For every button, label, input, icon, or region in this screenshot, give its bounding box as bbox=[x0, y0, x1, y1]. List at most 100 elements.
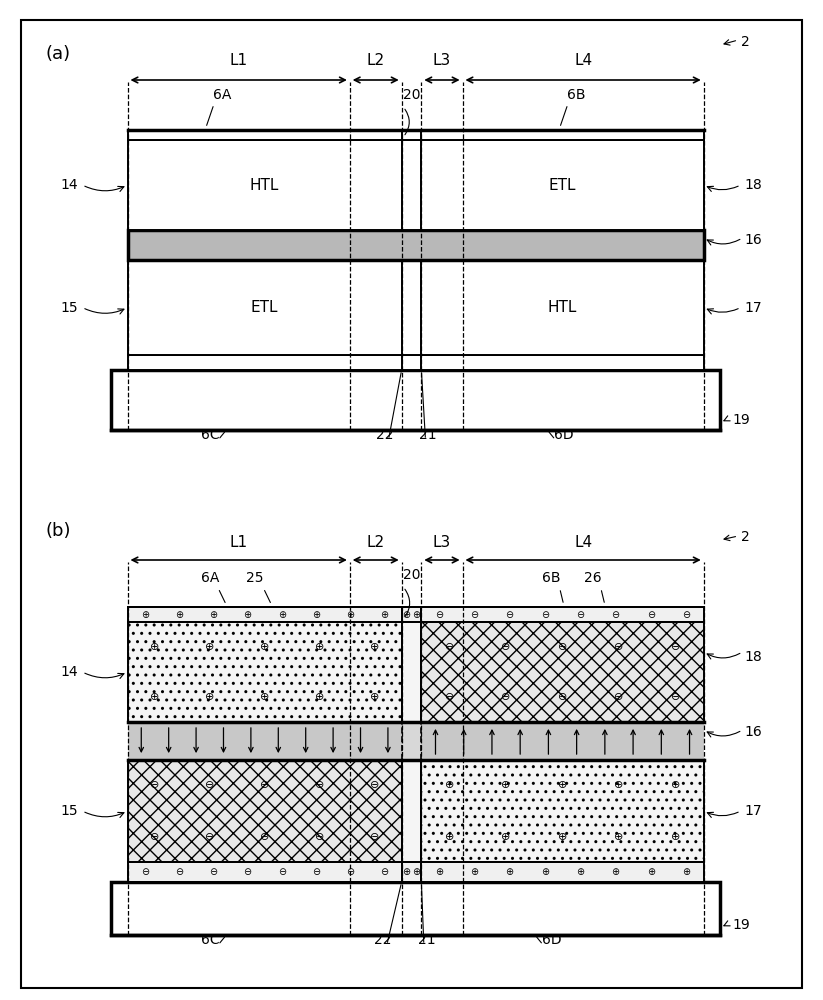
Text: ⊖: ⊖ bbox=[611, 610, 620, 620]
Text: 6A: 6A bbox=[201, 571, 219, 585]
Text: 21: 21 bbox=[417, 933, 435, 947]
Text: ETL: ETL bbox=[549, 178, 576, 192]
Text: ⊕: ⊕ bbox=[412, 867, 421, 877]
Text: ⊕: ⊕ bbox=[141, 610, 149, 620]
Text: ⊖: ⊖ bbox=[501, 642, 511, 652]
Text: L2: L2 bbox=[366, 53, 385, 68]
Text: ⊕: ⊕ bbox=[501, 780, 511, 790]
Bar bbox=[128, 607, 402, 622]
Text: ⊕: ⊕ bbox=[209, 610, 217, 620]
Bar bbox=[421, 622, 704, 722]
Text: HTL: HTL bbox=[250, 178, 279, 192]
Text: ⊖: ⊖ bbox=[671, 642, 680, 652]
Text: ⊖: ⊖ bbox=[380, 867, 388, 877]
Text: ⊖: ⊖ bbox=[314, 832, 324, 842]
Text: ⊖: ⊖ bbox=[505, 610, 514, 620]
Text: ⊖: ⊖ bbox=[175, 867, 183, 877]
Text: ⊖: ⊖ bbox=[470, 610, 478, 620]
Text: 6D: 6D bbox=[554, 428, 574, 442]
Text: ⊖: ⊖ bbox=[151, 832, 160, 842]
Text: L4: L4 bbox=[574, 535, 593, 550]
Text: 18: 18 bbox=[745, 178, 763, 192]
Text: ⊕: ⊕ bbox=[260, 642, 269, 652]
Bar bbox=[128, 760, 402, 862]
Text: 6C: 6C bbox=[201, 933, 219, 947]
Text: ⊕: ⊕ bbox=[501, 832, 511, 842]
Text: 18: 18 bbox=[745, 650, 763, 664]
Text: ⊖: ⊖ bbox=[614, 642, 624, 652]
Text: ⊕: ⊕ bbox=[614, 832, 624, 842]
Text: ⊕: ⊕ bbox=[277, 610, 286, 620]
Bar bbox=[128, 260, 704, 355]
Text: ⊕: ⊕ bbox=[541, 867, 549, 877]
Bar bbox=[402, 862, 421, 882]
Text: ⊕: ⊕ bbox=[671, 832, 680, 842]
Text: 19: 19 bbox=[732, 413, 751, 427]
Text: 16: 16 bbox=[745, 233, 763, 247]
Text: ⊖: ⊖ bbox=[277, 867, 286, 877]
Text: ⊕: ⊕ bbox=[671, 780, 680, 790]
Text: 26: 26 bbox=[584, 571, 602, 585]
Text: ⊕: ⊕ bbox=[402, 867, 411, 877]
Text: ⊕: ⊕ bbox=[205, 642, 215, 652]
Text: ⊖: ⊖ bbox=[314, 780, 324, 790]
Text: ⊖: ⊖ bbox=[445, 692, 454, 702]
Bar bbox=[128, 622, 402, 722]
Text: ⊕: ⊕ bbox=[260, 692, 269, 702]
Text: 15: 15 bbox=[61, 804, 78, 818]
Text: 6B: 6B bbox=[542, 571, 560, 585]
Text: L1: L1 bbox=[230, 53, 248, 68]
Text: (a): (a) bbox=[45, 45, 71, 63]
Bar bbox=[128, 862, 402, 882]
Text: ⊕: ⊕ bbox=[412, 610, 421, 620]
Text: L2: L2 bbox=[366, 535, 385, 550]
Text: ⊕: ⊕ bbox=[151, 692, 160, 702]
Bar bbox=[421, 607, 704, 622]
Text: ⊕: ⊕ bbox=[576, 867, 584, 877]
Text: ⊖: ⊖ bbox=[682, 610, 690, 620]
Bar bbox=[402, 607, 421, 622]
Text: ⊕: ⊕ bbox=[445, 832, 454, 842]
Text: L3: L3 bbox=[433, 535, 451, 550]
Text: 14: 14 bbox=[61, 178, 78, 192]
Text: (b): (b) bbox=[45, 522, 71, 540]
Bar bbox=[128, 355, 704, 370]
Bar bbox=[128, 140, 704, 230]
Text: ⊖: ⊖ bbox=[501, 692, 511, 702]
Text: ⊕: ⊕ bbox=[244, 610, 252, 620]
Text: ⊖: ⊖ bbox=[671, 692, 680, 702]
Text: ⊖: ⊖ bbox=[445, 642, 454, 652]
Bar bbox=[111, 370, 720, 430]
Text: 16: 16 bbox=[745, 725, 763, 739]
Bar bbox=[128, 130, 704, 140]
Text: L4: L4 bbox=[574, 53, 593, 68]
Text: ⊖: ⊖ bbox=[614, 692, 624, 702]
Text: ⊕: ⊕ bbox=[558, 780, 567, 790]
Text: 15: 15 bbox=[61, 300, 78, 314]
Bar bbox=[111, 882, 720, 935]
Text: ⊕: ⊕ bbox=[370, 692, 379, 702]
Text: ⊖: ⊖ bbox=[370, 780, 379, 790]
Text: 2: 2 bbox=[741, 35, 750, 49]
Bar bbox=[421, 760, 704, 862]
Text: ⊖: ⊖ bbox=[209, 867, 217, 877]
Bar bbox=[402, 722, 421, 760]
Text: L1: L1 bbox=[230, 535, 248, 550]
Text: 25: 25 bbox=[246, 571, 264, 585]
Text: ⊕: ⊕ bbox=[314, 692, 324, 702]
Text: ⊕: ⊕ bbox=[647, 867, 655, 877]
Text: ⊖: ⊖ bbox=[370, 832, 379, 842]
Bar bbox=[421, 722, 704, 760]
Text: ⊖: ⊖ bbox=[205, 832, 215, 842]
Text: ⊕: ⊕ bbox=[380, 610, 388, 620]
Text: ⊕: ⊕ bbox=[151, 642, 160, 652]
Text: ⊖: ⊖ bbox=[541, 610, 549, 620]
Text: ⊕: ⊕ bbox=[175, 610, 183, 620]
Text: ⊖: ⊖ bbox=[244, 867, 252, 877]
Text: ⊖: ⊖ bbox=[151, 780, 160, 790]
Text: ⊕: ⊕ bbox=[205, 692, 215, 702]
Text: 6A: 6A bbox=[213, 88, 231, 102]
Bar bbox=[128, 230, 704, 260]
Text: ⊕: ⊕ bbox=[505, 867, 514, 877]
Text: 6D: 6D bbox=[542, 933, 561, 947]
